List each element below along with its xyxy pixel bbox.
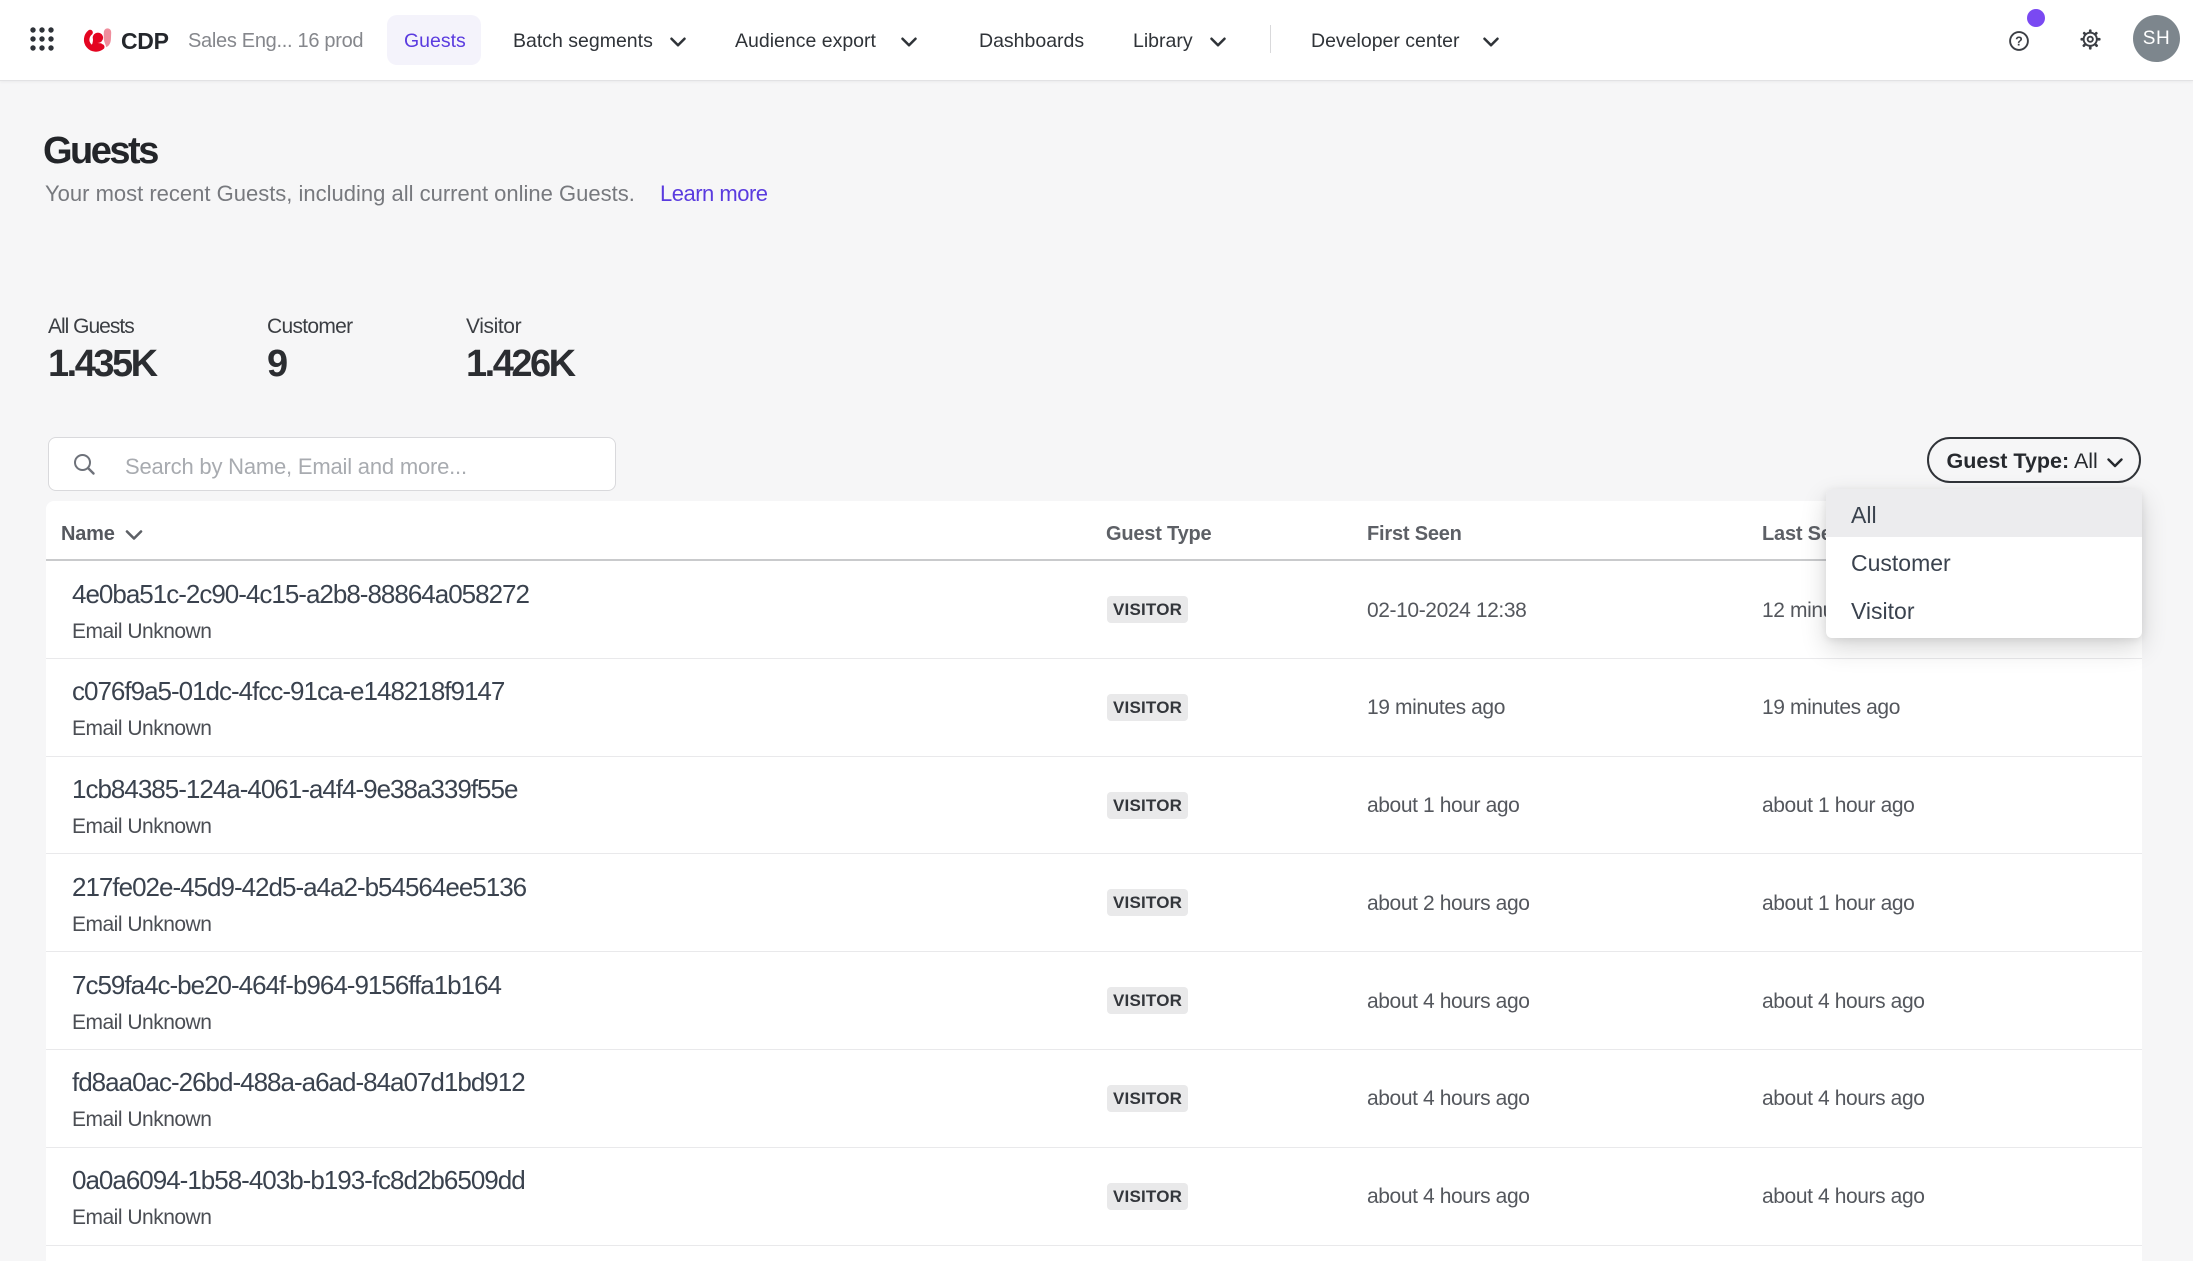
svg-text:?: ? (2015, 34, 2023, 48)
